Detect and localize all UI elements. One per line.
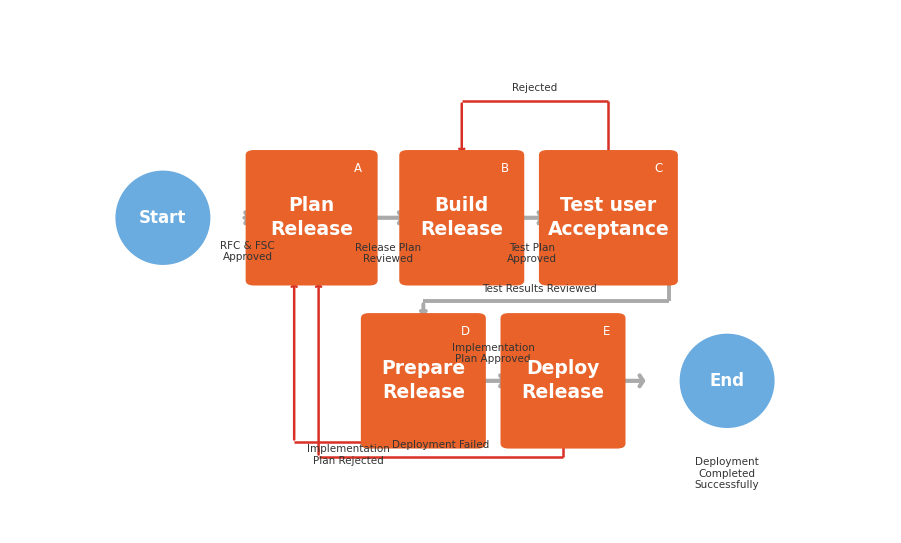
Text: Start: Start (140, 209, 187, 227)
Ellipse shape (679, 333, 775, 428)
Text: End: End (710, 372, 744, 390)
Text: Plan
Release: Plan Release (270, 196, 353, 239)
Text: Deployment Failed: Deployment Failed (392, 440, 489, 450)
Text: Deployment
Completed
Successfully: Deployment Completed Successfully (695, 457, 760, 490)
Text: Rejected: Rejected (513, 83, 558, 93)
Ellipse shape (115, 171, 211, 265)
Text: Release Plan
Reviewed: Release Plan Reviewed (355, 243, 422, 264)
Text: Prepare
Release: Prepare Release (381, 359, 466, 402)
FancyBboxPatch shape (501, 313, 625, 449)
FancyBboxPatch shape (361, 313, 486, 449)
Text: Build
Release: Build Release (420, 196, 504, 239)
Text: Test Results Reviewed: Test Results Reviewed (482, 284, 596, 294)
Text: A: A (354, 162, 362, 175)
Text: B: B (501, 162, 509, 175)
Text: E: E (603, 325, 610, 338)
Text: Test user
Acceptance: Test user Acceptance (548, 196, 669, 239)
Text: D: D (461, 325, 470, 338)
Text: Implementation
Plan Rejected: Implementation Plan Rejected (307, 444, 390, 466)
Text: Deploy
Release: Deploy Release (522, 359, 605, 402)
Text: RFC & FSC
Approved: RFC & FSC Approved (221, 241, 275, 262)
Text: C: C (654, 162, 662, 175)
FancyBboxPatch shape (246, 150, 378, 286)
FancyBboxPatch shape (399, 150, 524, 286)
Text: Test Plan
Approved: Test Plan Approved (506, 243, 557, 264)
FancyBboxPatch shape (539, 150, 678, 286)
Text: Implementation
Plan Approved: Implementation Plan Approved (451, 343, 534, 364)
